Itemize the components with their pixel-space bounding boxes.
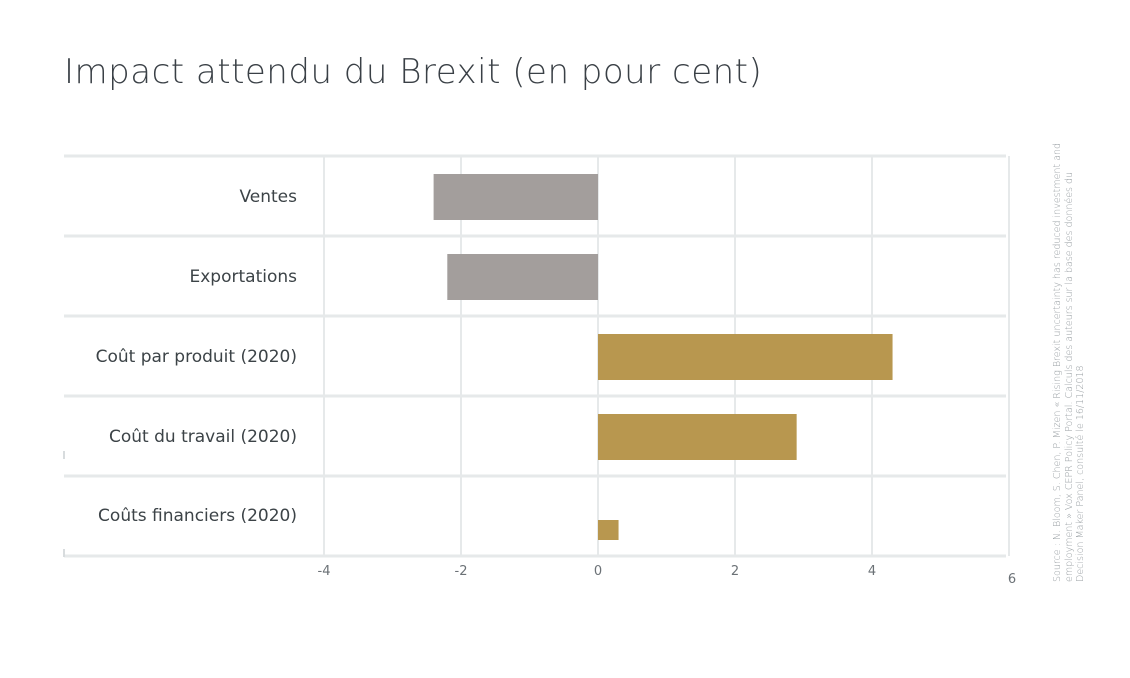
category-label: Ventes — [239, 187, 297, 207]
x-tick-label: 6 — [1008, 572, 1016, 587]
grid — [63, 154, 1010, 558]
category-label: Coûts financiers (2020) — [98, 506, 297, 526]
bar — [598, 334, 893, 380]
category-label: Coût par produit (2020) — [96, 347, 297, 367]
x-tick-labels: -4 -2 0 2 4 6 — [318, 564, 1017, 587]
source-note: Source : N. Bloom, S. Chen, P. Mizen « R… — [1052, 142, 1086, 582]
x-tick-label: 0 — [594, 564, 602, 579]
x-tick-label: -2 — [455, 564, 468, 579]
x-tick-label: 4 — [868, 564, 876, 579]
bar — [598, 520, 619, 540]
chart-title: Impact attendu du Brexit (en pour cent) — [64, 52, 763, 92]
x-tick-label: 2 — [731, 564, 739, 579]
bar — [447, 254, 598, 300]
bars — [433, 174, 893, 540]
category-label: Exportations — [190, 267, 298, 287]
category-label: Coût du travail (2020) — [109, 427, 297, 447]
bar — [433, 174, 598, 220]
x-tick-label: -4 — [318, 564, 331, 579]
bar — [598, 414, 797, 460]
category-labels: Ventes Exportations Coût par produit (2020… — [96, 187, 298, 526]
